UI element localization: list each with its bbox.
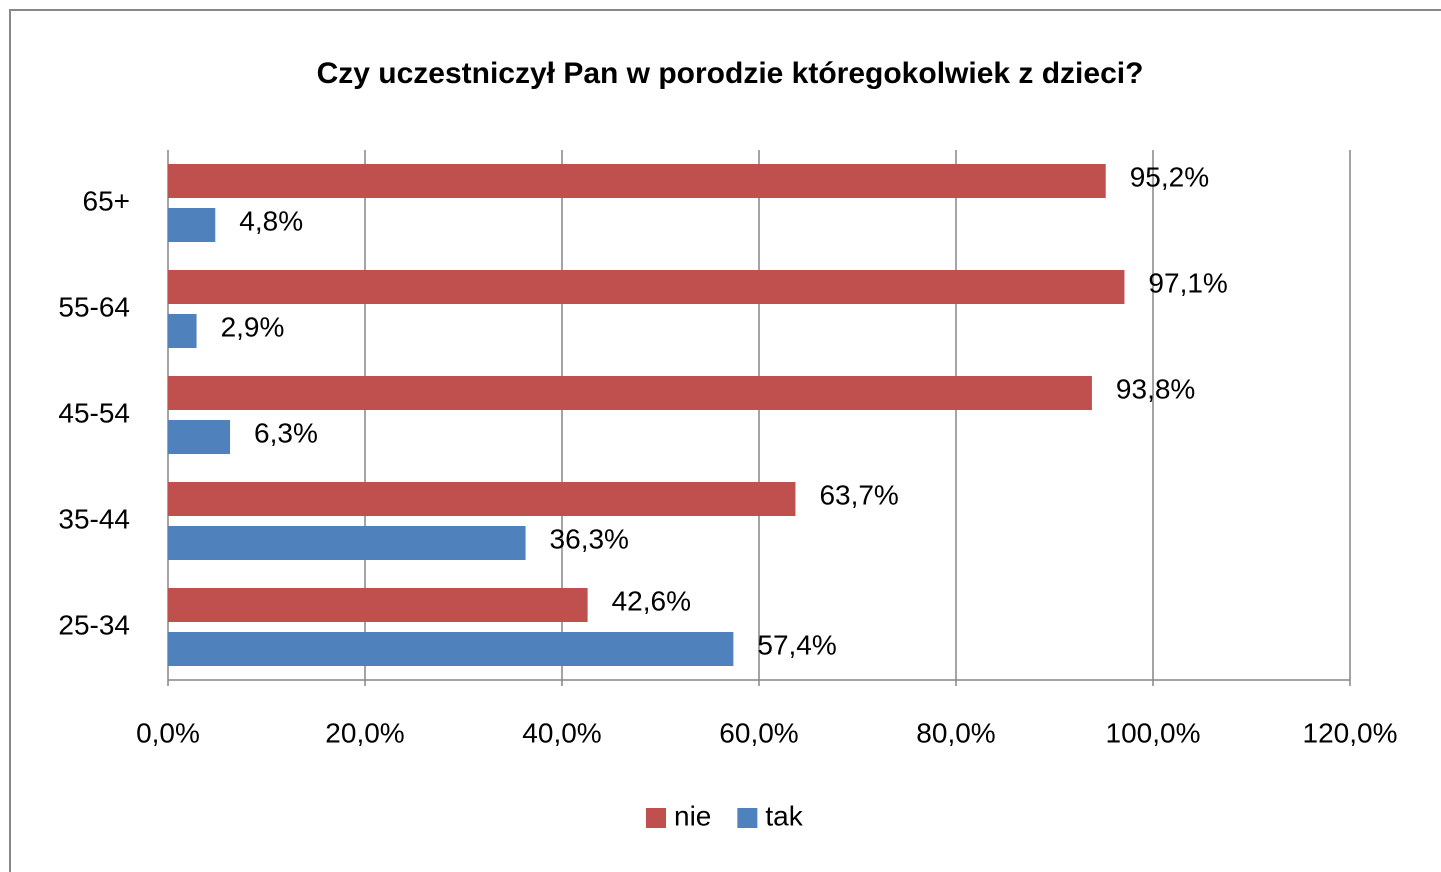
x-tick-label: 100,0% <box>1106 717 1201 748</box>
x-tick-label: 0,0% <box>136 717 200 748</box>
data-label: 57,4% <box>757 629 836 660</box>
x-tick-label: 40,0% <box>522 717 601 748</box>
data-label: 97,1% <box>1148 267 1227 298</box>
data-label: 95,2% <box>1130 161 1209 192</box>
data-label: 63,7% <box>819 479 898 510</box>
bar <box>168 164 1106 198</box>
data-label: 2,9% <box>221 311 285 342</box>
legend-swatch <box>646 808 666 828</box>
bar <box>168 270 1125 304</box>
bar <box>168 376 1092 410</box>
bar <box>168 420 231 454</box>
bar <box>168 482 796 516</box>
bar <box>168 314 197 348</box>
chart-title: Czy uczestniczył Pan w porodzie któregok… <box>317 57 1144 90</box>
x-tick-label: 120,0% <box>1303 717 1398 748</box>
data-label: 6,3% <box>254 417 318 448</box>
chart-frame <box>9 9 1441 872</box>
data-label: 42,6% <box>612 585 691 616</box>
y-tick-label: 35-44 <box>58 503 130 534</box>
y-tick-label: 45-54 <box>58 397 130 428</box>
legend-label: tak <box>765 800 803 831</box>
x-tick-label: 60,0% <box>719 717 798 748</box>
x-tick-label: 80,0% <box>916 717 995 748</box>
data-label: 36,3% <box>550 523 629 554</box>
bar <box>168 588 588 622</box>
y-tick-label: 65+ <box>83 185 131 216</box>
x-tick-label: 20,0% <box>325 717 404 748</box>
legend-label: nie <box>674 800 711 831</box>
data-label: 4,8% <box>239 205 303 236</box>
bar <box>168 526 526 560</box>
bar <box>168 632 734 666</box>
y-tick-label: 55-64 <box>58 291 130 322</box>
legend-swatch <box>737 808 758 828</box>
y-tick-label: 25-34 <box>58 609 130 640</box>
bar <box>168 208 216 242</box>
data-label: 93,8% <box>1116 373 1195 404</box>
